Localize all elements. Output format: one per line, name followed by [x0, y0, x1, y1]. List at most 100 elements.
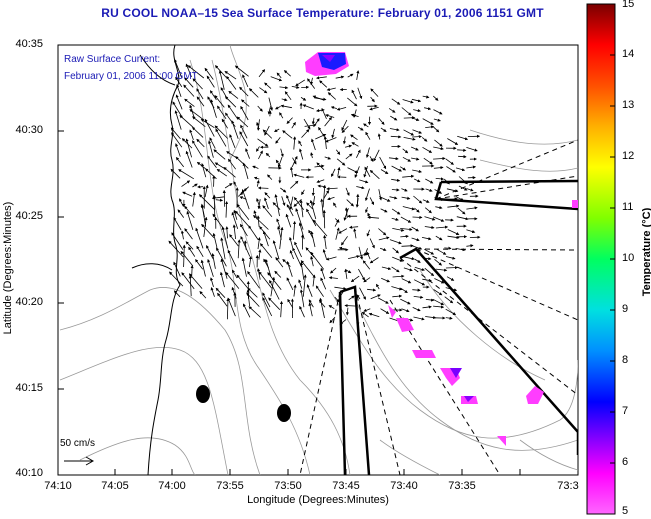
y-tick-label: 40:20: [15, 296, 43, 308]
current-vector: [267, 272, 282, 290]
current-vector: [412, 245, 423, 250]
current-vector: [224, 96, 237, 108]
current-vector: [336, 158, 346, 166]
current-vector: [219, 271, 225, 288]
current-vector: [370, 294, 381, 300]
x-tick-label: 73:50: [274, 480, 302, 492]
current-vector: [281, 196, 286, 207]
current-vector: [345, 144, 353, 148]
current-vector: [401, 244, 414, 248]
current-vector: [411, 157, 420, 161]
current-vector: [301, 129, 310, 138]
current-vector: [378, 228, 387, 236]
current-vector: [225, 226, 229, 239]
current-vector: [392, 228, 405, 232]
scale-arrow-label: 50 cm/s: [60, 438, 96, 449]
current-vector: [318, 299, 326, 308]
current-vector: [248, 306, 261, 318]
current-vector: [388, 157, 399, 161]
current-vector: [339, 319, 347, 325]
current-vector: [316, 179, 325, 183]
current-vector: [443, 178, 450, 185]
current-vector: [275, 257, 284, 268]
current-vector: [192, 78, 203, 90]
current-vector: [242, 162, 249, 180]
current-vector: [327, 92, 337, 100]
current-vector: [367, 288, 377, 292]
current-vector: [335, 75, 345, 79]
current-vector: [226, 75, 237, 90]
legend-line-1: Raw Surface Current:: [64, 54, 161, 65]
current-vector: [424, 248, 435, 255]
current-vector: [192, 183, 198, 188]
current-vector: [175, 94, 183, 110]
current-vector: [299, 199, 304, 218]
current-vector: [358, 246, 364, 260]
current-vector: [216, 168, 228, 177]
current-vector: [281, 98, 288, 102]
current-vector: [391, 208, 401, 215]
current-vector: [290, 180, 299, 189]
current-vector: [182, 244, 186, 268]
current-vector: [334, 219, 339, 227]
y-tick-label: 40:10: [15, 467, 43, 479]
current-vector: [204, 67, 214, 80]
current-vector: [241, 189, 250, 210]
current-vector: [311, 138, 316, 151]
current-vector: [400, 298, 411, 305]
current-vector: [302, 274, 307, 297]
y-tick-label: 40:25: [15, 210, 43, 222]
y-tick-label: 40:35: [15, 38, 43, 50]
current-vector: [227, 249, 237, 267]
current-vector: [177, 209, 185, 218]
current-vector: [270, 76, 283, 82]
current-vector: [337, 166, 341, 177]
current-vector: [457, 148, 467, 152]
current-vector: [402, 206, 416, 211]
current-vector: [228, 158, 237, 170]
current-vector: [209, 137, 216, 149]
current-vector: [248, 255, 253, 268]
current-vector: [176, 84, 182, 98]
current-vector: [351, 142, 359, 147]
current-vector: [295, 79, 306, 87]
current-vector: [433, 156, 446, 161]
current-vector: [262, 129, 273, 139]
current-vector: [424, 216, 436, 221]
current-vector: [274, 194, 280, 217]
current-vector: [258, 69, 266, 78]
current-vector: [447, 235, 460, 240]
current-vector: [338, 228, 348, 234]
current-vector: [328, 276, 338, 280]
current-vector: [320, 267, 326, 280]
current-vector: [403, 137, 416, 141]
current-vector: [264, 197, 269, 210]
current-vector: [334, 286, 347, 291]
current-vector: [379, 196, 391, 202]
current-vector: [390, 115, 398, 121]
current-vector: [196, 245, 204, 258]
current-vector: [226, 151, 238, 159]
current-vector: [356, 294, 361, 300]
current-vector: [286, 204, 294, 217]
current-vector: [206, 75, 215, 88]
current-vector: [358, 252, 369, 257]
current-vector: [357, 87, 363, 100]
current-vector: [377, 297, 389, 304]
current-vector: [369, 106, 379, 111]
current-vector: [274, 270, 282, 278]
current-vector: [275, 159, 281, 167]
current-vector: [232, 224, 236, 240]
current-vector: [291, 155, 298, 168]
current-vector: [345, 187, 350, 196]
current-vector: [215, 198, 224, 202]
current-vector: [363, 277, 371, 283]
current-vector: [171, 132, 183, 148]
current-vector: [225, 112, 236, 127]
current-vector: [256, 179, 260, 187]
y-axis-label: Latitude (Degrees:Minutes): [2, 201, 14, 335]
current-vector: [224, 183, 233, 189]
current-vector: [286, 260, 293, 277]
current-vector: [280, 148, 284, 158]
current-vector: [335, 227, 340, 240]
